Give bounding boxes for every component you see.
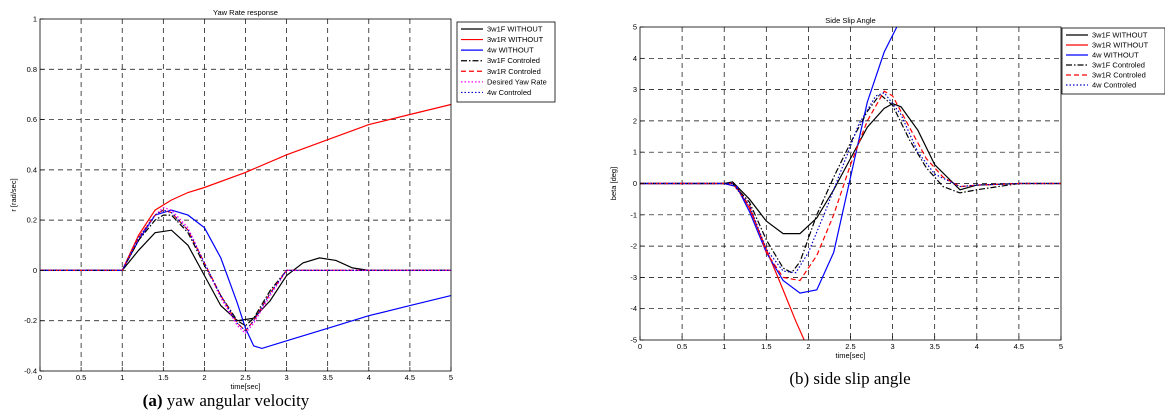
y-tick-label: 2 — [633, 116, 637, 125]
y-tick-label: 3 — [633, 85, 637, 94]
legend-box — [1061, 27, 1165, 95]
y-tick-label: 0.8 — [27, 65, 37, 74]
legend-label: 3w1F Controled — [1092, 61, 1145, 70]
caption-prefix: (a) — [143, 391, 163, 410]
legend-label: 4w Controled — [1092, 81, 1136, 90]
series-line-7 — [40, 209, 451, 332]
x-tick-label: 0 — [638, 342, 642, 351]
legend-label: 3w1R Controled — [487, 67, 541, 76]
legend-label: 3w1R Controled — [1092, 71, 1146, 80]
x-tick-label: 4 — [367, 373, 371, 382]
caption-text: (b) side slip angle — [789, 369, 910, 388]
series-line-4 — [640, 93, 1061, 274]
series-line-1 — [640, 103, 1061, 235]
x-tick-label: 3.5 — [929, 342, 939, 351]
x-tick-label: 0.5 — [677, 342, 687, 351]
x-axis-label: time[sec] — [230, 382, 260, 391]
x-tick-label: 2.5 — [845, 342, 855, 351]
x-tick-label: 3 — [891, 342, 895, 351]
yaw-rate-chart: 0 0.5 1 1.5 2 2.5 3 3.5 4 4.5 5 -0.4 -0.2 0 0.2 0.4 0.6 0… — [9, 8, 556, 391]
y-tick-label: 4 — [633, 54, 637, 63]
x-tick-label: 0 — [38, 373, 42, 382]
y-axis-label: r [rad/sec] — [9, 178, 18, 211]
legend-label: Desired Yaw Rate — [487, 77, 547, 86]
x-tick-label: 2 — [202, 373, 206, 382]
x-tick-label: 3.5 — [322, 373, 332, 382]
y-tick-label: 0.4 — [27, 165, 37, 174]
x-tick-label: 4 — [975, 342, 979, 351]
x-tick-label: 4.5 — [1014, 342, 1024, 351]
x-tick-label: 1 — [722, 342, 726, 351]
legend-box — [456, 21, 556, 103]
chart-title: Yaw Rate response — [213, 8, 278, 17]
series-line-1 — [40, 229, 451, 322]
legend-label: 4w Controled — [487, 88, 531, 97]
series-line-4 — [40, 214, 451, 327]
y-tick-label: 5 — [633, 23, 637, 32]
legend-label: 3w1R WITHOUT — [487, 35, 544, 44]
legend-label: 3w1F WITHOUT — [487, 25, 543, 34]
y-tick-label: -1 — [630, 210, 637, 219]
x-tick-label: 2.5 — [240, 373, 250, 382]
y-axis-label: beta [deg] — [609, 167, 618, 200]
x-tick-label: 4.5 — [405, 373, 415, 382]
y-tick-label: -5 — [630, 336, 637, 345]
legend-label: 3w1F WITHOUT — [1092, 31, 1148, 40]
y-tick-label: 0.2 — [27, 216, 37, 225]
x-tick-label: 5 — [1059, 342, 1063, 351]
x-tick-label: 1.5 — [158, 373, 168, 382]
legend-label: 3w1R WITHOUT — [1092, 41, 1149, 50]
y-tick-label: 0 — [33, 266, 37, 275]
legend-label: 4w WITHOUT — [487, 46, 534, 55]
y-tick-label: -0.2 — [24, 316, 37, 325]
y-tick-label: -4 — [630, 304, 637, 313]
x-tick-label: 0.5 — [76, 373, 86, 382]
chart-title: Side Slip Angle — [825, 16, 875, 25]
x-tick-label: 5 — [449, 373, 453, 382]
side-slip-chart: 0 0.5 1 1.5 2 2.5 3 3.5 4 4.5 5 -5 -4 -3 -2 -1 0 1 2 3 4 5 Sid… — [609, 16, 1165, 360]
y-tick-label: 0 — [633, 179, 637, 188]
y-tick-label: 0.6 — [27, 115, 37, 124]
caption-text: yaw angular velocity — [163, 391, 310, 410]
series-line-2 — [40, 103, 452, 271]
series-line-3 — [640, 26, 898, 294]
y-tick-label: -3 — [630, 273, 637, 282]
y-tick-label: 1 — [633, 148, 637, 157]
legend-label: 4w WITHOUT — [1092, 51, 1139, 60]
legend-label: 3w1F Controled — [487, 56, 540, 65]
caption-side-slip: (b) side slip angle — [789, 369, 910, 388]
x-tick-label: 3 — [285, 373, 289, 382]
x-tick-label: 1.5 — [761, 342, 771, 351]
y-tick-label: -0.4 — [24, 367, 37, 376]
x-tick-label: 1 — [120, 373, 124, 382]
y-tick-label: 1 — [33, 15, 37, 24]
caption-yaw-rate: (a) yaw angular velocity — [143, 391, 310, 410]
y-tick-label: -2 — [630, 242, 637, 251]
x-axis-label: time[sec] — [835, 351, 865, 360]
x-tick-label: 2 — [806, 342, 810, 351]
